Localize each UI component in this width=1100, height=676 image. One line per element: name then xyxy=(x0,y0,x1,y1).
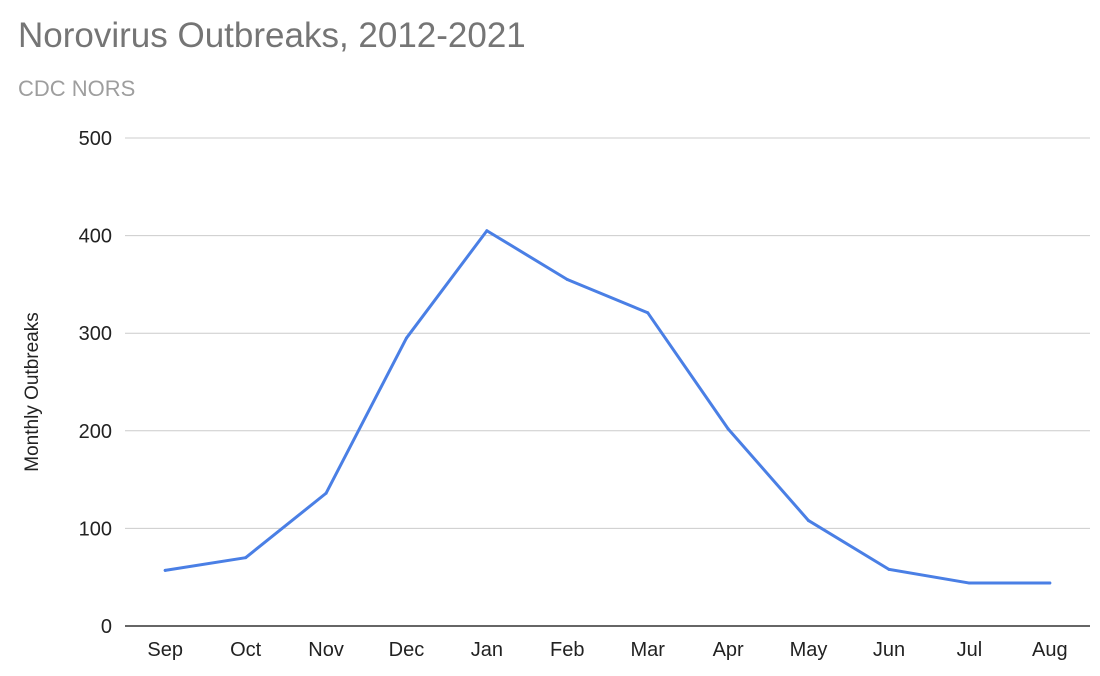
y-axis-title: Monthly Outbreaks xyxy=(22,312,43,471)
data-point xyxy=(887,567,891,571)
data-point xyxy=(726,427,730,431)
y-tick-label: 200 xyxy=(79,421,112,443)
x-tick-label: Dec xyxy=(389,639,425,661)
x-tick-label: Jul xyxy=(957,639,983,661)
chart-subtitle: CDC NORS xyxy=(18,76,136,101)
data-point xyxy=(485,229,489,233)
data-point xyxy=(244,556,248,560)
chart-title: Norovirus Outbreaks, 2012-2021 xyxy=(18,16,526,55)
series-line xyxy=(163,229,1052,585)
data-point xyxy=(163,568,167,572)
y-tick-label: 100 xyxy=(79,518,112,540)
data-point xyxy=(565,278,569,282)
x-tick-label: Sep xyxy=(147,639,183,661)
x-tick-label: Apr xyxy=(713,639,744,661)
y-tick-label: 300 xyxy=(79,323,112,345)
x-tick-label: Jun xyxy=(873,639,905,661)
x-tick-label: Oct xyxy=(230,639,262,661)
x-tick-label: Feb xyxy=(550,639,584,661)
x-tick-label: May xyxy=(790,639,828,661)
x-tick-label: Jan xyxy=(471,639,503,661)
y-tick-label: 0 xyxy=(101,616,112,638)
data-point xyxy=(324,491,328,495)
data-point xyxy=(646,311,650,315)
y-tick-label: 500 xyxy=(79,128,112,150)
data-point xyxy=(807,519,811,523)
x-tick-label: Mar xyxy=(630,639,665,661)
y-tick-label: 400 xyxy=(79,226,112,248)
data-point xyxy=(967,581,971,585)
x-tick-label: Nov xyxy=(308,639,344,661)
data-point xyxy=(404,336,408,340)
data-point xyxy=(1048,581,1052,585)
x-tick-label: Aug xyxy=(1032,639,1068,661)
